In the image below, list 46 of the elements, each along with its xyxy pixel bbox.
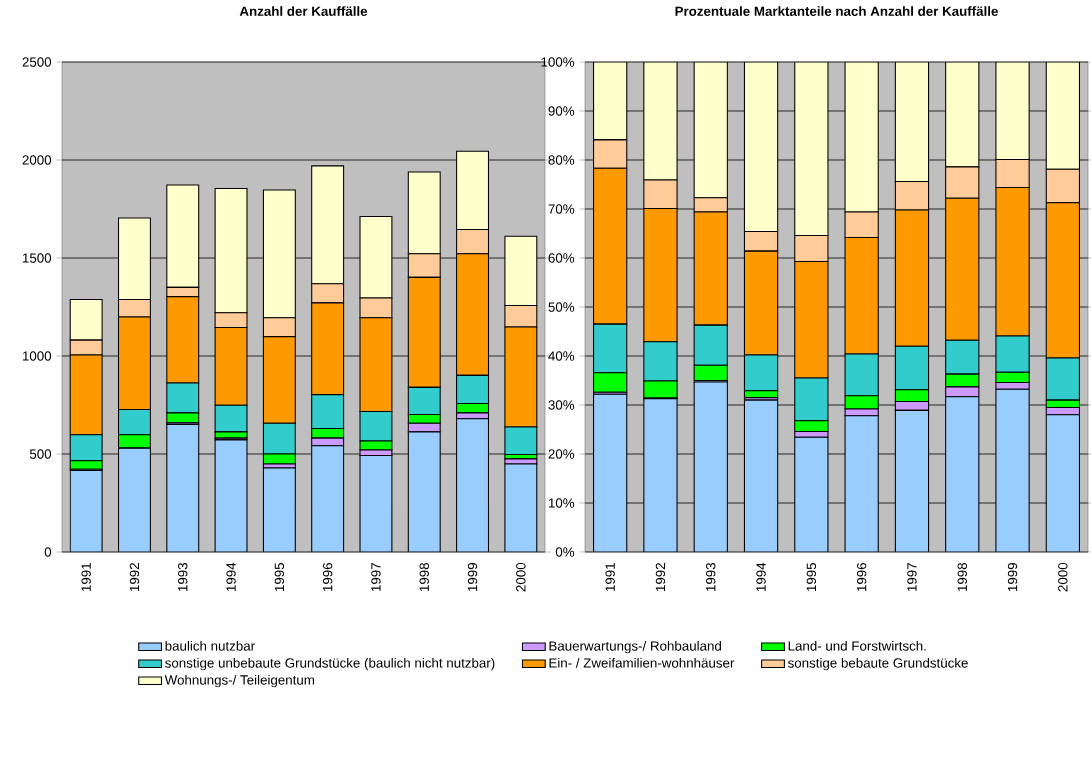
x-tick-label: 1994 [756,562,766,592]
y-tick-label: 0 [44,547,52,557]
x-tick-label: 1995 [274,562,285,592]
legend-label: Bauerwartungs-/ Rohbauland [549,640,721,654]
legend-label: sonstige bebaute Grundstücke [787,657,968,671]
x-tick-label: 1994 [226,562,236,592]
y-tick-label: 20% [548,449,575,459]
legend-label: Ein- / Zweifamilien-wohnhäuser [549,657,735,668]
x-tick-label: 1997 [907,563,917,592]
y-tick-label: 10% [548,498,575,508]
x-tick-label: 1999 [1007,563,1018,592]
x-tick-label: 1999 [467,563,478,592]
x-tick-label: 1991 [605,563,615,592]
y-tick-label: 2000 [22,155,52,165]
chart-title: Prozentuale Marktanteile nach Anzahl der Kauffälle [675,6,998,16]
y-tick-label: 90% [548,106,575,116]
y-tick-label: 80% [548,155,575,165]
x-tick-label: 1997 [371,563,381,592]
x-tick-label: 1995 [806,562,817,592]
y-tick-label: 500 [29,449,52,459]
x-tick-label: 1993 [178,562,188,592]
legend-label: baulich nutzbar [165,640,255,651]
legend-label: sonstige unbebaute Grundstücke (baulich nicht nutzbar) [165,657,495,671]
x-tick-label: 1992 [129,563,140,592]
x-tick-label: 1991 [81,563,91,592]
y-tick-label: 0% [555,547,575,557]
x-tick-label: 1998 [957,562,967,592]
y-tick-label: 100% [541,57,575,67]
y-tick-label: 1500 [22,253,52,263]
x-tick-label: 1993 [706,562,716,592]
x-tick-label: 1998 [419,562,429,592]
x-tick-label: 1996 [322,562,333,592]
chart-title: Anzahl der Kauffälle [239,6,368,16]
x-tick-label: 1992 [655,563,666,592]
legend-label: Wohnungs-/ Teileigentum [164,674,314,688]
x-tick-label: 2000 [1058,562,1068,592]
x-tick-label: 1996 [856,562,867,592]
legend-label: Land- und Forstwirtsch. [788,640,926,651]
y-tick-label: 2500 [22,57,52,67]
y-tick-label: 30% [548,400,575,410]
x-tick-label: 2000 [516,562,526,592]
y-tick-label: 50% [548,302,575,312]
y-tick-label: 60% [548,253,575,263]
y-tick-label: 40% [548,351,575,361]
y-tick-label: 1000 [22,351,52,361]
y-tick-label: 70% [548,204,575,214]
